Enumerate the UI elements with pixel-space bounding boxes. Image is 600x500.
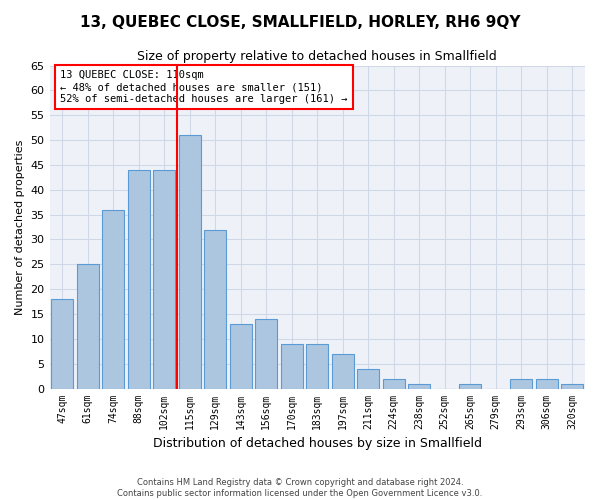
- Y-axis label: Number of detached properties: Number of detached properties: [15, 140, 25, 314]
- Bar: [383, 378, 404, 388]
- Bar: [460, 384, 481, 388]
- Text: 13, QUEBEC CLOSE, SMALLFIELD, HORLEY, RH6 9QY: 13, QUEBEC CLOSE, SMALLFIELD, HORLEY, RH…: [80, 15, 520, 30]
- Bar: [511, 378, 532, 388]
- Bar: [332, 354, 353, 388]
- Bar: [52, 299, 73, 388]
- Text: Contains HM Land Registry data © Crown copyright and database right 2024.
Contai: Contains HM Land Registry data © Crown c…: [118, 478, 482, 498]
- Bar: [281, 344, 302, 389]
- Text: 13 QUEBEC CLOSE: 110sqm
← 48% of detached houses are smaller (151)
52% of semi-d: 13 QUEBEC CLOSE: 110sqm ← 48% of detache…: [60, 70, 348, 104]
- Bar: [536, 378, 557, 388]
- Title: Size of property relative to detached houses in Smallfield: Size of property relative to detached ho…: [137, 50, 497, 63]
- Bar: [307, 344, 328, 389]
- Bar: [128, 170, 149, 388]
- Bar: [256, 319, 277, 388]
- Bar: [179, 135, 200, 388]
- Bar: [230, 324, 251, 388]
- Bar: [205, 230, 226, 388]
- Bar: [358, 368, 379, 388]
- Bar: [154, 170, 175, 388]
- Bar: [409, 384, 430, 388]
- Bar: [77, 264, 98, 388]
- Bar: [562, 384, 583, 388]
- Bar: [103, 210, 124, 388]
- X-axis label: Distribution of detached houses by size in Smallfield: Distribution of detached houses by size …: [153, 437, 482, 450]
